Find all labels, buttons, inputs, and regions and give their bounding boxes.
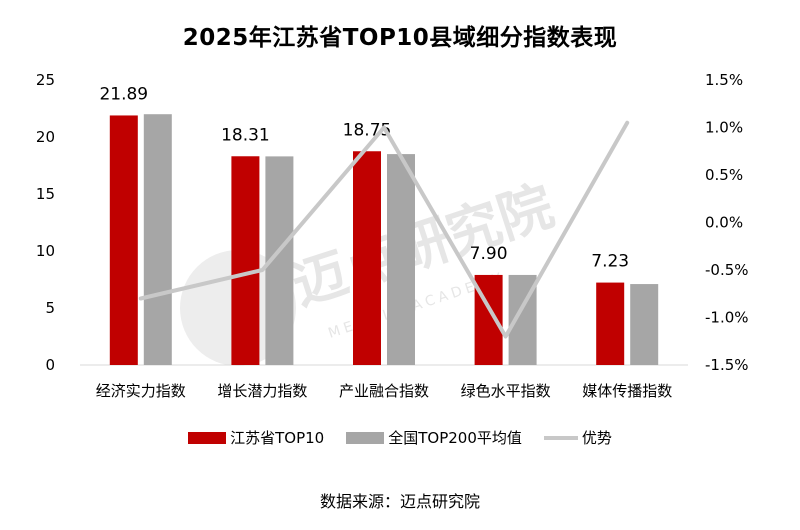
x-category-label: 经济实力指数 [96,382,186,400]
x-category-label: 媒体传播指数 [582,382,672,400]
data-label-top10: 7.23 [591,252,629,272]
bar-top10 [109,115,138,365]
legend-item-top10: 江苏省TOP10 [188,427,324,448]
x-category-label: 增长潜力指数 [217,382,307,400]
y-right-tick: -0.5% [705,261,749,279]
y-right-tick: 1.0% [705,119,743,137]
legend-label-advantage: 优势 [581,429,612,447]
x-category-label: 产业融合指数 [339,382,429,400]
bar-national-avg [143,114,172,365]
y-left-tick: 0 [45,356,55,374]
legend-label-top10: 江苏省TOP10 [230,429,325,447]
x-category-label: 绿色水平指数 [461,382,551,400]
legend-item-advantage: 优势 [543,427,612,448]
y-left-tick: 20 [36,128,55,146]
legend-item-national-avg: 全国TOP200平均值 [346,427,522,448]
bar-national-avg [630,284,659,365]
y-left-tick: 25 [36,71,55,89]
bar-national-avg [387,154,415,365]
data-label-top10: 21.89 [99,84,148,104]
y-left-tick: 15 [36,185,55,203]
y-right-tick: 1.5% [705,71,743,89]
data-label-top10: 18.31 [221,125,270,145]
bar-top10 [596,282,625,365]
legend-swatch-advantage [543,435,578,440]
legend-swatch-top10 [188,431,227,444]
y-left-tick: 5 [45,299,55,317]
y-left-tick: 10 [36,242,55,260]
data-source: 数据来源：迈点研究院 [319,492,480,511]
bar-top10 [231,156,260,365]
chart-title: 2025年江苏省TOP10县域细分指数表现 [182,25,618,51]
line-advantage [138,120,630,339]
data-label-top10: 7.90 [470,244,508,264]
bar-top10 [353,151,381,365]
y-right-tick: -1.5% [705,356,749,374]
y-right-tick: -1.0% [705,309,749,327]
y-right-tick: 0.0% [705,214,743,232]
legend: 江苏省TOP10 全国TOP200平均值 优势 [0,427,800,448]
y-right-tick: 0.5% [705,166,743,184]
legend-swatch-national-avg [346,431,385,444]
legend-label-national-avg: 全国TOP200平均值 [388,429,522,447]
